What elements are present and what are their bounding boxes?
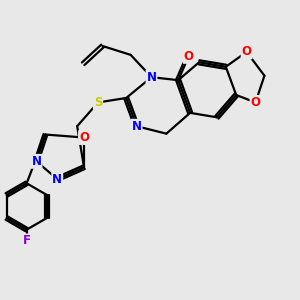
Text: N: N: [146, 71, 157, 84]
Text: N: N: [52, 172, 62, 186]
Text: F: F: [23, 235, 31, 248]
Text: O: O: [242, 45, 252, 58]
Text: O: O: [184, 50, 194, 63]
Text: O: O: [79, 131, 89, 144]
Text: N: N: [32, 155, 41, 168]
Text: O: O: [250, 96, 260, 109]
Text: S: S: [94, 96, 102, 109]
Text: N: N: [132, 120, 142, 133]
